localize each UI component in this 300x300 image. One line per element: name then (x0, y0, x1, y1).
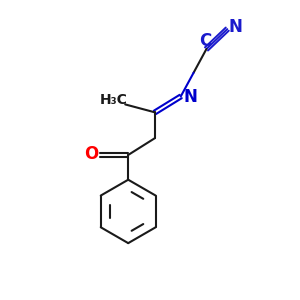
Text: H₃C: H₃C (99, 94, 127, 107)
Text: N: N (228, 18, 242, 36)
Text: N: N (184, 88, 198, 106)
Text: C: C (200, 32, 211, 50)
Text: O: O (84, 145, 99, 163)
